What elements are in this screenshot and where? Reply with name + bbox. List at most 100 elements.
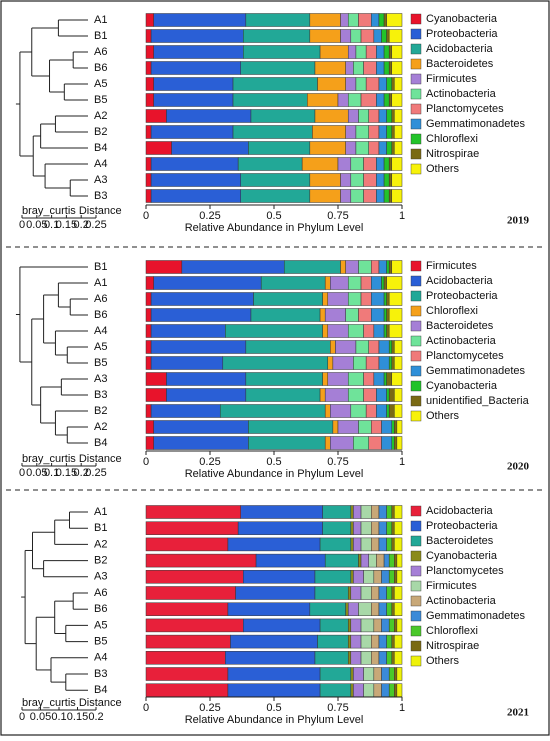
- bar-segment: [347, 634, 352, 649]
- bar-segment: [394, 586, 403, 600]
- bar-segment: [360, 93, 377, 107]
- bar-segment: [145, 276, 154, 290]
- bar-segment: [340, 29, 352, 43]
- dendrogram-tick-label: 0.2: [74, 219, 89, 231]
- bar-segment: [381, 276, 385, 290]
- bar-segment: [145, 667, 229, 681]
- bar-segment: [150, 356, 224, 370]
- bar-segment: [391, 537, 395, 552]
- sample-label: A5: [94, 78, 107, 90]
- bar-segment: [345, 260, 359, 274]
- bar-segment: [145, 372, 167, 386]
- bar-segment: [145, 683, 229, 697]
- bar-segment: [314, 61, 346, 75]
- bar-segment: [396, 667, 403, 681]
- legend-swatch: [410, 535, 422, 547]
- bar-segment: [386, 521, 393, 535]
- bar-segment: [383, 13, 387, 27]
- bar-segment: [378, 340, 390, 354]
- bar-segment: [324, 308, 346, 322]
- bar-segment: [396, 618, 403, 633]
- bar-segment: [376, 404, 387, 418]
- bar-segment: [363, 189, 377, 203]
- bar-segment: [166, 372, 247, 386]
- bar-segment: [350, 173, 364, 187]
- sample-label: A6: [94, 587, 107, 599]
- bar-segment: [371, 276, 382, 290]
- x-axis-label: Relative Abundance in Phylum Level: [185, 468, 364, 480]
- bar-segment: [353, 521, 362, 535]
- bar-segment: [345, 308, 359, 322]
- bar-segment: [330, 436, 354, 450]
- bar-segment: [388, 553, 395, 568]
- bar-segment: [350, 521, 354, 535]
- bar-segment: [353, 436, 369, 450]
- bar-segment: [145, 356, 152, 370]
- dendrogram-axis-label: bray_curtis Distance: [22, 697, 122, 709]
- bar-segment: [322, 292, 329, 306]
- bar-segment: [383, 93, 390, 107]
- legend-label: Acidobacteria: [426, 43, 494, 55]
- bar-segment: [227, 602, 311, 616]
- bar-segment: [363, 372, 375, 386]
- bar-segment: [386, 505, 393, 519]
- bar-segment: [350, 651, 362, 665]
- sample-label: B1: [94, 522, 107, 534]
- bar-segment: [386, 13, 403, 27]
- bar-segment: [317, 77, 346, 91]
- legend-label: Acidobacteria: [426, 505, 494, 517]
- bar-segment: [309, 602, 346, 616]
- bar-segment: [388, 570, 395, 584]
- legend-label: Cyanobacteria: [426, 550, 498, 562]
- bar-segment: [394, 356, 403, 370]
- bar-segment: [245, 13, 311, 27]
- legend-swatch: [410, 148, 422, 160]
- legend-label: Gemmatimonadetes: [426, 610, 526, 622]
- bar-segment: [371, 651, 380, 665]
- bar-segment: [360, 292, 372, 306]
- legend-label: Cyanobacteria: [426, 380, 498, 392]
- bar-segment: [345, 125, 357, 139]
- bar-segment: [388, 683, 395, 697]
- bar-segment: [381, 420, 393, 434]
- sample-label: A2: [94, 110, 107, 122]
- bar-segment: [394, 340, 403, 354]
- bar-segment: [235, 586, 316, 600]
- bar-segment: [145, 602, 229, 616]
- bar-segment: [150, 340, 247, 354]
- bar-segment: [347, 292, 362, 306]
- bar-segment: [153, 45, 244, 59]
- bar-segment: [376, 553, 385, 568]
- bar-segment: [386, 324, 390, 338]
- bar-segment: [319, 667, 352, 681]
- legend-label: Proteobacteria: [426, 28, 498, 40]
- bar-segment: [145, 586, 236, 600]
- bar-segment: [345, 77, 357, 91]
- bar-segment: [181, 260, 285, 274]
- bar-segment: [388, 324, 403, 338]
- year-label: 2021: [507, 707, 529, 719]
- bar-segment: [240, 61, 316, 75]
- legend-label: Firmicutes: [426, 260, 477, 272]
- bar-segment: [360, 521, 372, 535]
- sample-label: A1: [94, 14, 107, 26]
- bar-segment: [391, 93, 403, 107]
- legend-swatch: [410, 565, 422, 577]
- bar-segment: [232, 125, 313, 139]
- bar-segment: [145, 324, 152, 338]
- legend-label: Proteobacteria: [426, 520, 498, 532]
- bar-segment: [309, 29, 341, 43]
- bar-segment: [388, 388, 395, 402]
- legend-label: Actinobacteria: [426, 335, 497, 347]
- bar-segment: [391, 505, 395, 519]
- bar-segment: [358, 260, 372, 274]
- bar-segment: [386, 29, 390, 43]
- legend-swatch: [410, 335, 422, 347]
- bar-segment: [378, 141, 387, 155]
- dendrogram-tick-label: 0.1: [44, 219, 59, 231]
- bar-segment: [355, 141, 369, 155]
- x-axis-label: Relative Abundance in Phylum Level: [185, 222, 364, 234]
- bar-segment: [347, 45, 357, 59]
- bar-segment: [350, 29, 362, 43]
